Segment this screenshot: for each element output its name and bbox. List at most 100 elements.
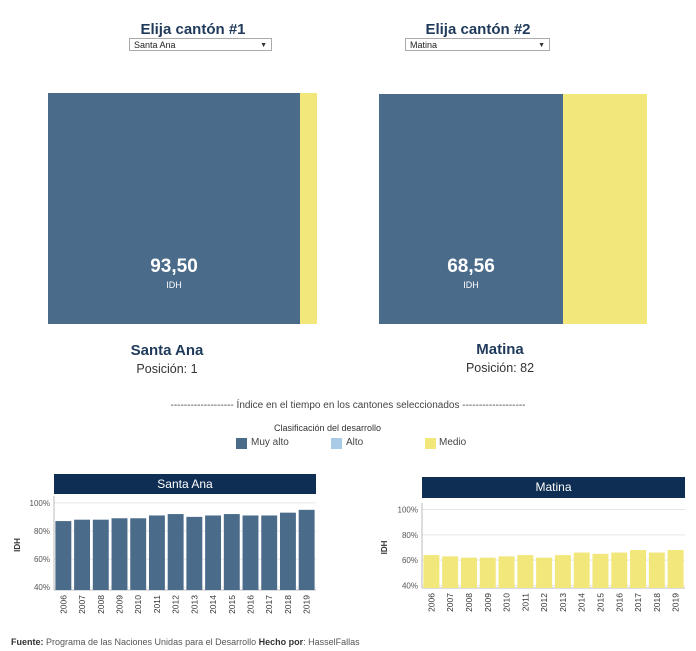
legend-label-alto: Alto	[346, 437, 364, 448]
x-tick-label: 2018	[652, 593, 662, 612]
bar-2006[interactable]	[55, 521, 72, 590]
x-tick-label: 2009	[483, 593, 493, 612]
y-tick-label: 100%	[30, 499, 50, 508]
selector-1-title: Elija cantón #1	[140, 21, 246, 38]
x-tick-label: 2012	[171, 595, 181, 614]
idh-value: 68,56	[447, 256, 495, 277]
y-tick-label: 40%	[402, 581, 418, 590]
footer-source-text: Programa de las Naciones Unidas para el …	[43, 637, 259, 647]
legend-title: Clasificación del desarrollo	[274, 423, 382, 433]
y-tick-label: 80%	[402, 531, 418, 540]
y-tick-label: 100%	[398, 506, 418, 515]
legend-swatch-alto[interactable]	[331, 438, 342, 449]
x-tick-label: 2015	[595, 593, 605, 612]
x-tick-label: 2014	[208, 595, 218, 614]
chevron-down-icon: ▼	[538, 42, 545, 49]
x-tick-label: 2019	[302, 595, 312, 614]
x-tick-label: 2017	[264, 595, 274, 614]
treemap-matina: 68,56 IDH	[379, 94, 647, 324]
canton-2-name: Matina	[476, 341, 524, 358]
y-axis-label: IDH	[380, 540, 389, 554]
x-tick-label: 2018	[283, 595, 293, 614]
x-tick-label: 2008	[464, 593, 474, 612]
x-tick-label: 2010	[502, 593, 512, 612]
treemap-cell-muy-alto[interactable]	[379, 94, 563, 324]
legend-swatch-medio[interactable]	[425, 438, 436, 449]
bar-2012[interactable]	[536, 557, 553, 588]
x-tick-label: 2011	[152, 595, 162, 614]
idh-unit: IDH	[166, 280, 182, 290]
bar-2007[interactable]	[442, 556, 459, 588]
canton-1-dropdown[interactable]: Santa Ana ▼	[129, 38, 272, 51]
bar-2010[interactable]	[498, 556, 515, 588]
bar-2015[interactable]	[592, 553, 609, 588]
x-tick-label: 2011	[520, 593, 530, 612]
bar-2006[interactable]	[423, 555, 440, 588]
footer-made-text: : HasselFallas	[303, 637, 360, 647]
x-tick-label: 2017	[633, 593, 643, 612]
treemap-santa-ana: 93,50 IDH	[48, 93, 317, 324]
x-tick-label: 2016	[614, 593, 624, 612]
bar-2013[interactable]	[554, 555, 571, 588]
bar-2011[interactable]	[517, 555, 534, 588]
canton-2-position: Posición: 82	[465, 361, 535, 375]
bar-2014[interactable]	[205, 515, 222, 590]
bar-chart-santa-ana: 100% 80% 60% 40% IDH 2006 2007 2008 2009 2010 2011…	[13, 496, 316, 614]
y-tick-label: 80%	[34, 527, 50, 536]
legend-swatch-muy-alto[interactable]	[236, 438, 247, 449]
y-axis-label: IDH	[13, 538, 22, 552]
legend-label-medio: Medio	[439, 437, 467, 448]
chart-header-santa-ana: Santa Ana	[54, 474, 316, 494]
chevron-down-icon: ▼	[260, 42, 267, 49]
legend-label-muy-alto: Muy alto	[251, 437, 289, 448]
x-tick-label: 2012	[539, 593, 549, 612]
bar-2019[interactable]	[298, 509, 315, 590]
x-tick-label: 2008	[96, 595, 106, 614]
bar-2014[interactable]	[573, 552, 590, 588]
bar-2010[interactable]	[130, 518, 147, 590]
bar-2013[interactable]	[186, 516, 203, 590]
bar-2016[interactable]	[242, 515, 259, 590]
treemap-cell-medio[interactable]	[563, 94, 647, 324]
bar-2018[interactable]	[279, 512, 296, 590]
bar-2008[interactable]	[92, 519, 109, 590]
footer: Fuente: Programa de las Naciones Unidas …	[11, 637, 360, 647]
canton-2-dropdown[interactable]: Matina ▼	[405, 38, 550, 51]
bar-2012[interactable]	[167, 514, 184, 590]
y-tick-label: 60%	[34, 555, 50, 564]
x-tick-label: 2013	[558, 593, 568, 612]
canton-1-dropdown-value: Santa Ana	[134, 40, 176, 50]
section-title: ------------------- Índice en el tiempo …	[170, 400, 526, 411]
idh-value: 93,50	[150, 256, 198, 277]
x-tick-label: 2016	[246, 595, 256, 614]
x-tick-label: 2006	[426, 593, 436, 612]
canton-1-name: Santa Ana	[130, 342, 204, 359]
x-tick-label: 2006	[58, 595, 68, 614]
bar-2019[interactable]	[667, 550, 684, 588]
x-tick-label: 2007	[77, 595, 87, 614]
bar-2008[interactable]	[460, 557, 477, 588]
idh-unit: IDH	[463, 280, 479, 290]
canton-1-position: Posición: 1	[136, 362, 198, 376]
bar-2016[interactable]	[611, 552, 628, 588]
x-tick-label: 2019	[671, 593, 681, 612]
bar-2017[interactable]	[630, 550, 647, 588]
bar-2007[interactable]	[74, 519, 91, 590]
bar-2009[interactable]	[111, 518, 128, 590]
chart-header-matina: Matina	[422, 477, 685, 498]
y-tick-label: 60%	[402, 556, 418, 565]
bar-chart-matina: 100% 80% 60% 40% IDH 2006 2007 2008 2009 2010 2011…	[380, 503, 685, 612]
bar-2018[interactable]	[648, 552, 665, 588]
treemap-cell-muy-alto[interactable]	[48, 93, 300, 324]
bar-2015[interactable]	[223, 514, 240, 590]
bar-2009[interactable]	[479, 557, 496, 588]
legend: Muy alto Alto Medio	[236, 437, 496, 451]
x-tick-label: 2010	[133, 595, 143, 614]
treemap-cell-medio[interactable]	[300, 93, 317, 324]
x-tick-label: 2014	[577, 593, 587, 612]
canton-2-dropdown-value: Matina	[410, 40, 438, 50]
bar-2017[interactable]	[261, 515, 278, 590]
selector-2-title: Elija cantón #2	[425, 21, 531, 38]
bar-2011[interactable]	[148, 515, 165, 590]
footer-made-label: Hecho por	[258, 637, 304, 647]
